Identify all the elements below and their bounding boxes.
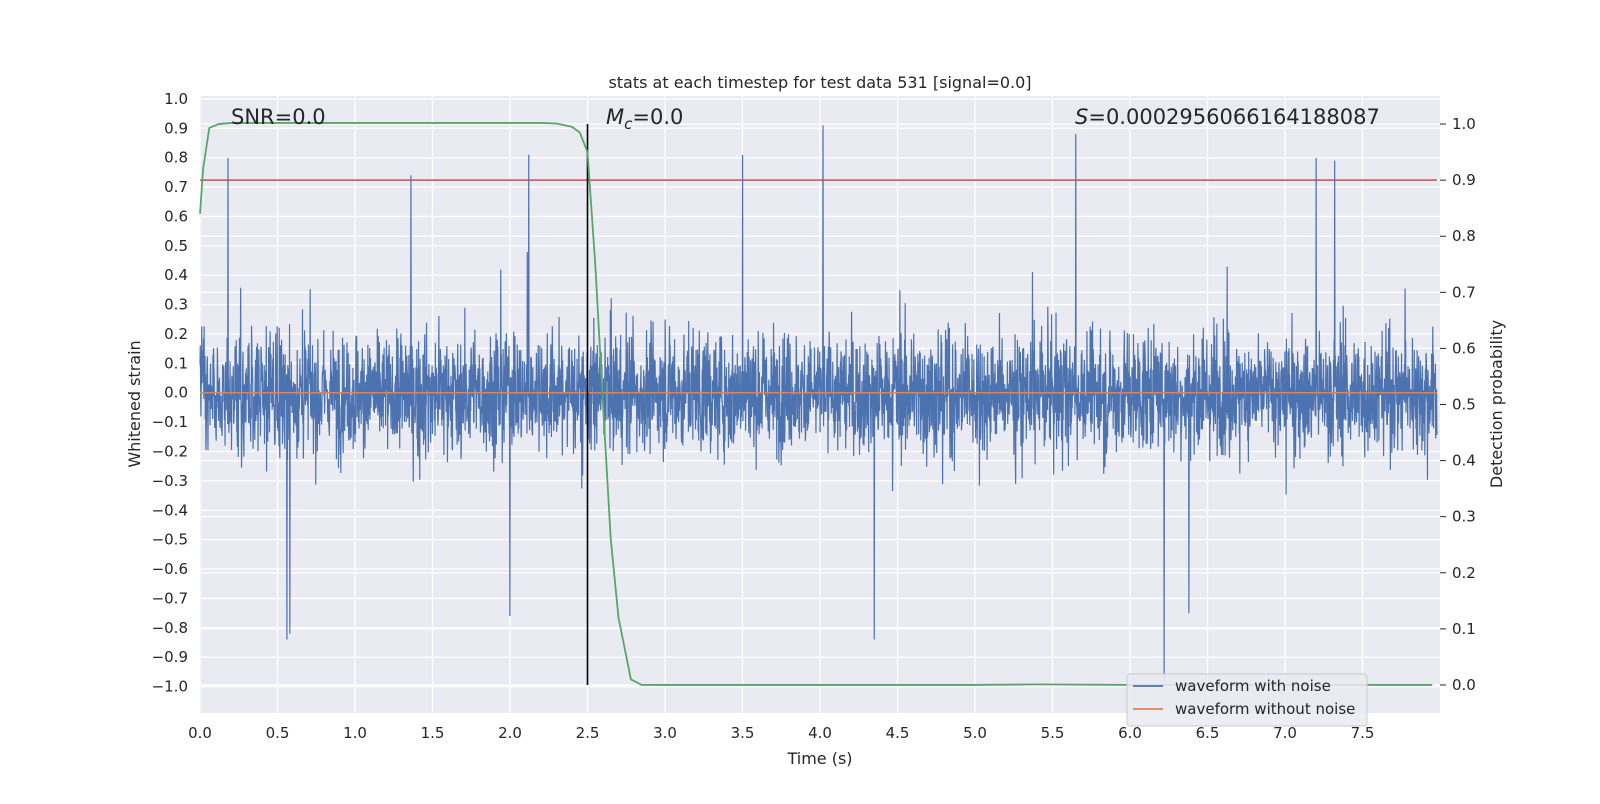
annotation-snr: SNR=0.0 — [231, 105, 326, 129]
y-right-tick-label-9: 0.1 — [1452, 620, 1476, 638]
y-left-tick-label-0: 1.0 — [164, 90, 188, 108]
y-left-axis-title: Whitened strain — [125, 340, 144, 467]
y-left-tick-labels: 1.0 0.9 0.8 0.7 0.6 0.5 0.4 0.3 0.2 0.1 0.0 −0.1 −0.… — [152, 90, 188, 696]
y-right-tick-label-4: 0.6 — [1452, 339, 1476, 357]
y-right-tick-labels: 1.0 0.9 0.8 0.7 0.6 0.5 0.4 0.3 0.2 0.1 0.0 — [1452, 115, 1476, 694]
y-left-tick-label-11: −0.1 — [152, 413, 188, 431]
y-left-tick-label-9: 0.1 — [164, 354, 188, 372]
y-left-tick-label-12: −0.2 — [152, 443, 188, 461]
annotation-s: S=0.0002956066164188087 — [1075, 105, 1380, 129]
legend-label-noise: waveform with noise — [1175, 677, 1331, 695]
y-right-tick-label-3: 0.7 — [1452, 283, 1476, 301]
y-right-tick-label-10: 0.0 — [1452, 676, 1476, 694]
y-left-tick-label-16: −0.6 — [152, 560, 188, 578]
y-left-tick-label-1: 0.9 — [164, 119, 188, 137]
series-layer — [199, 122, 1438, 686]
y-right-tick-label-7: 0.3 — [1452, 508, 1476, 526]
y-left-tick-label-3: 0.7 — [164, 178, 188, 196]
x-tick-label-11: 5.5 — [1041, 724, 1065, 742]
x-tick-labels: 0.0 0.5 1.0 1.5 2.0 2.5 3.0 3.5 4.0 4.5 5.0 5.5 6.0 6… — [188, 724, 1374, 742]
x-tick-label-2: 1.0 — [343, 724, 367, 742]
x-tick-label-1: 0.5 — [266, 724, 290, 742]
chart-title: stats at each timestep for test data 531… — [608, 73, 1031, 92]
s-symbol: S — [1075, 105, 1088, 129]
series-waveform-with-noise — [199, 125, 1438, 681]
legend-label-noiseless: waveform without noise — [1175, 700, 1355, 718]
y-left-tick-label-5: 0.5 — [164, 237, 188, 255]
x-tick-label-3: 1.5 — [421, 724, 445, 742]
x-tick-label-5: 2.5 — [576, 724, 600, 742]
x-tick-label-9: 4.5 — [886, 724, 910, 742]
mc-subscript: c — [624, 115, 633, 133]
y-left-tick-label-6: 0.4 — [164, 266, 188, 284]
x-tick-label-4: 2.0 — [498, 724, 522, 742]
x-tick-label-12: 6.0 — [1118, 724, 1142, 742]
x-tick-label-0: 0.0 — [188, 724, 212, 742]
y-left-tick-label-2: 0.8 — [164, 149, 188, 167]
y-left-tick-label-7: 0.3 — [164, 296, 188, 314]
y-left-tick-label-10: 0.0 — [164, 384, 188, 402]
y-left-tick-label-4: 0.6 — [164, 207, 188, 225]
y-left-tick-label-18: −0.8 — [152, 619, 188, 637]
x-tick-label-6: 3.0 — [653, 724, 677, 742]
x-tick-label-15: 7.5 — [1351, 724, 1375, 742]
y-right-axis-title: Detection probability — [1487, 320, 1506, 488]
x-tick-label-13: 6.5 — [1196, 724, 1220, 742]
y-right-tick-label-5: 0.5 — [1452, 396, 1476, 414]
x-tick-label-14: 7.0 — [1273, 724, 1297, 742]
legend-box — [1126, 673, 1368, 727]
annotation-mc: Mc=0.0 — [606, 105, 683, 133]
y-left-tick-label-8: 0.2 — [164, 325, 188, 343]
mc-symbol: M — [606, 105, 624, 129]
y-right-tick-label-1: 0.9 — [1452, 171, 1476, 189]
y-left-tick-label-20: −1.0 — [152, 678, 188, 696]
mc-value: =0.0 — [632, 105, 683, 129]
y-right-tick-label-0: 1.0 — [1452, 115, 1476, 133]
y-left-tick-label-13: −0.3 — [152, 472, 188, 490]
series-detection-probability — [199, 122, 1433, 686]
y-right-tick-label-2: 0.8 — [1452, 227, 1476, 245]
x-tick-label-8: 4.0 — [808, 724, 832, 742]
y-left-tick-label-14: −0.4 — [152, 501, 188, 519]
y-right-tick-label-6: 0.4 — [1452, 452, 1476, 470]
x-tick-label-7: 3.5 — [731, 724, 755, 742]
s-value: =0.0002956066164188087 — [1088, 105, 1380, 129]
y-left-tick-label-19: −0.9 — [152, 648, 188, 666]
y-right-tick-label-8: 0.2 — [1452, 564, 1476, 582]
x-axis-title: Time (s) — [786, 749, 852, 768]
x-tick-label-10: 5.0 — [963, 724, 987, 742]
y-left-tick-label-15: −0.5 — [152, 531, 188, 549]
legend: waveform with noise waveform without noi… — [1126, 673, 1368, 727]
y-left-tick-label-17: −0.7 — [152, 589, 188, 607]
